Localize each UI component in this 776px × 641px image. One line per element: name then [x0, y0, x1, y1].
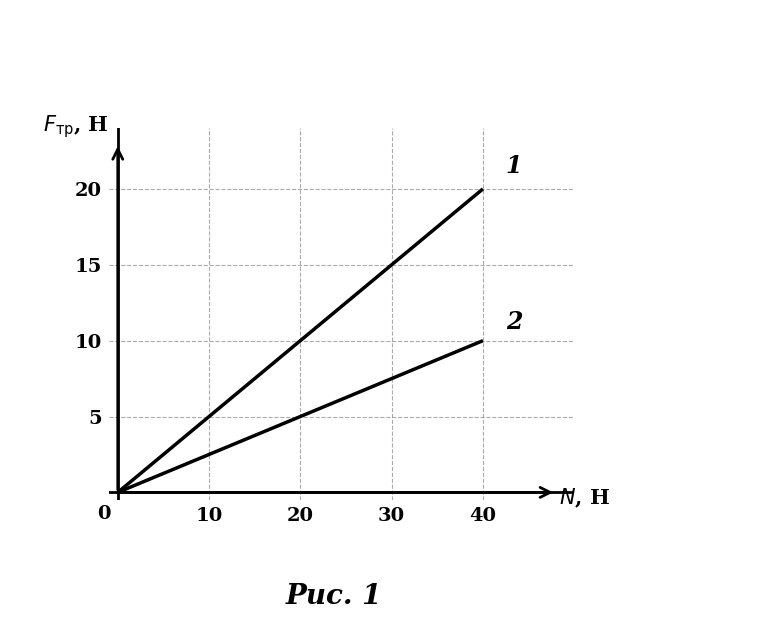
Text: $F_{\rm тр}$, Н: $F_{\rm тр}$, Н [43, 113, 109, 140]
Text: $N$, Н: $N$, Н [559, 487, 610, 510]
Text: 0: 0 [97, 504, 110, 522]
Text: 2: 2 [506, 310, 522, 335]
Text: Рис. 1: Рис. 1 [286, 583, 382, 610]
Text: 1: 1 [506, 154, 522, 178]
